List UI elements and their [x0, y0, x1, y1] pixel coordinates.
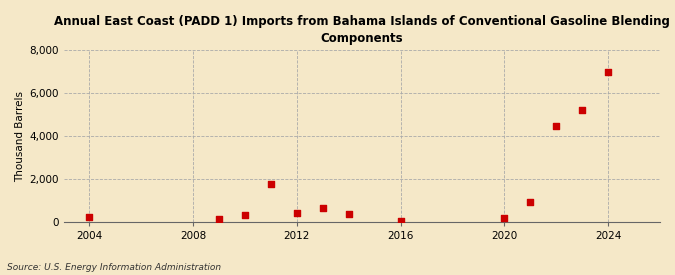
Point — [292, 211, 302, 215]
Title: Annual East Coast (PADD 1) Imports from Bahama Islands of Conventional Gasoline : Annual East Coast (PADD 1) Imports from … — [54, 15, 670, 45]
Point — [317, 206, 328, 210]
Point — [84, 215, 95, 219]
Point — [525, 200, 536, 205]
Text: Source: U.S. Energy Information Administration: Source: U.S. Energy Information Administ… — [7, 263, 221, 272]
Point — [265, 182, 276, 186]
Point — [240, 213, 250, 217]
Point — [396, 218, 406, 223]
Point — [214, 217, 225, 222]
Point — [551, 124, 562, 129]
Point — [499, 216, 510, 221]
Y-axis label: Thousand Barrels: Thousand Barrels — [15, 90, 25, 182]
Point — [603, 70, 614, 74]
Point — [344, 212, 354, 216]
Point — [577, 108, 588, 112]
